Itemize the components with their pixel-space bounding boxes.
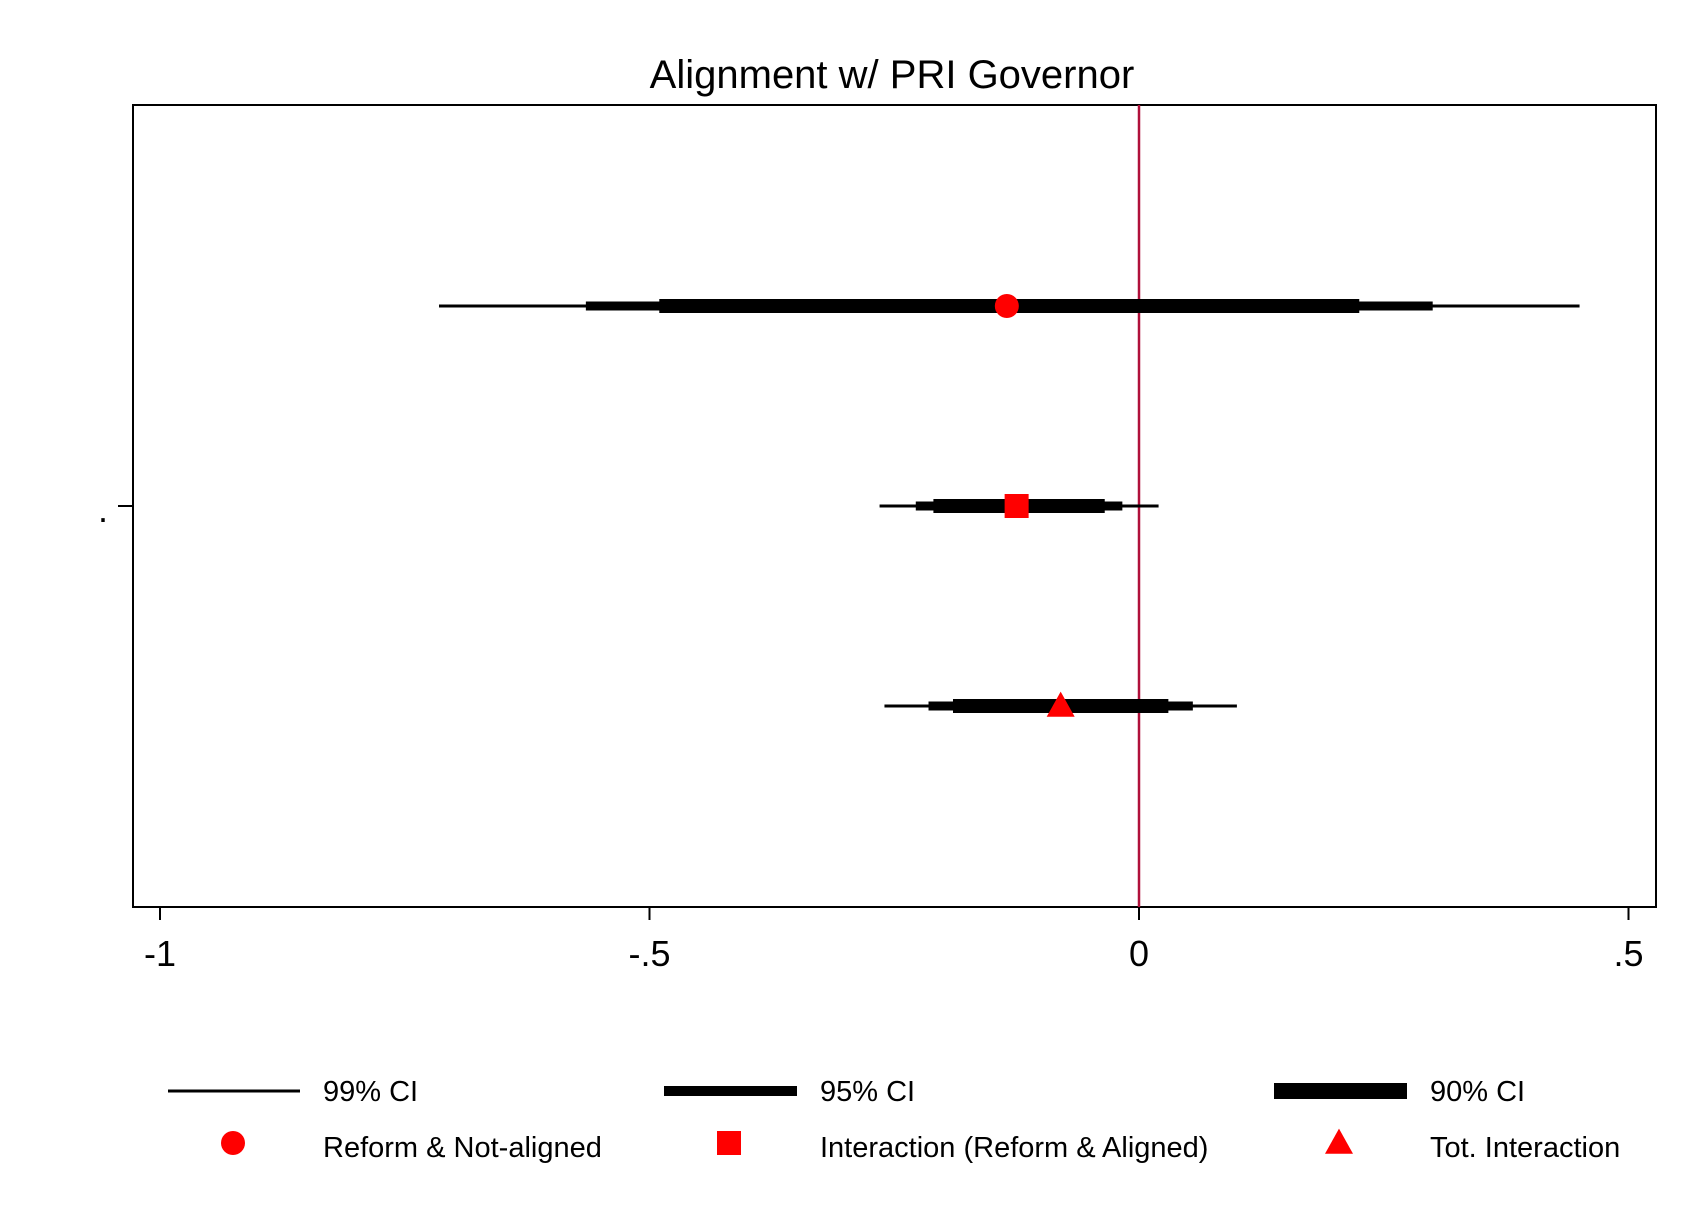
x-tick-label: -.5 xyxy=(628,933,670,974)
legend-ci90-label: 90% CI xyxy=(1430,1076,1525,1108)
x-tick-label: -1 xyxy=(144,933,176,974)
point-estimate-square xyxy=(1004,494,1029,518)
chart-title: Alignment w/ PRI Governor xyxy=(650,53,1135,97)
x-tick-label: 0 xyxy=(1129,933,1149,974)
legend-triangle-marker xyxy=(1325,1128,1353,1154)
point-estimate-circle xyxy=(994,294,1019,318)
legend-circle-marker xyxy=(221,1131,245,1155)
legend-square-label: Interaction (Reform & Aligned) xyxy=(820,1132,1208,1164)
legend-ci95-label: 95% CI xyxy=(820,1076,915,1108)
point-estimate-triangle xyxy=(1046,691,1075,717)
legend-ci99-label: 99% CI xyxy=(323,1076,418,1108)
legend-square-marker xyxy=(717,1131,741,1155)
y-tick-label: . xyxy=(98,489,108,530)
x-tick-label: .5 xyxy=(1613,933,1643,974)
legend-circle-label: Reform & Not-aligned xyxy=(323,1132,602,1164)
legend-triangle-label: Tot. Interaction xyxy=(1430,1132,1620,1164)
